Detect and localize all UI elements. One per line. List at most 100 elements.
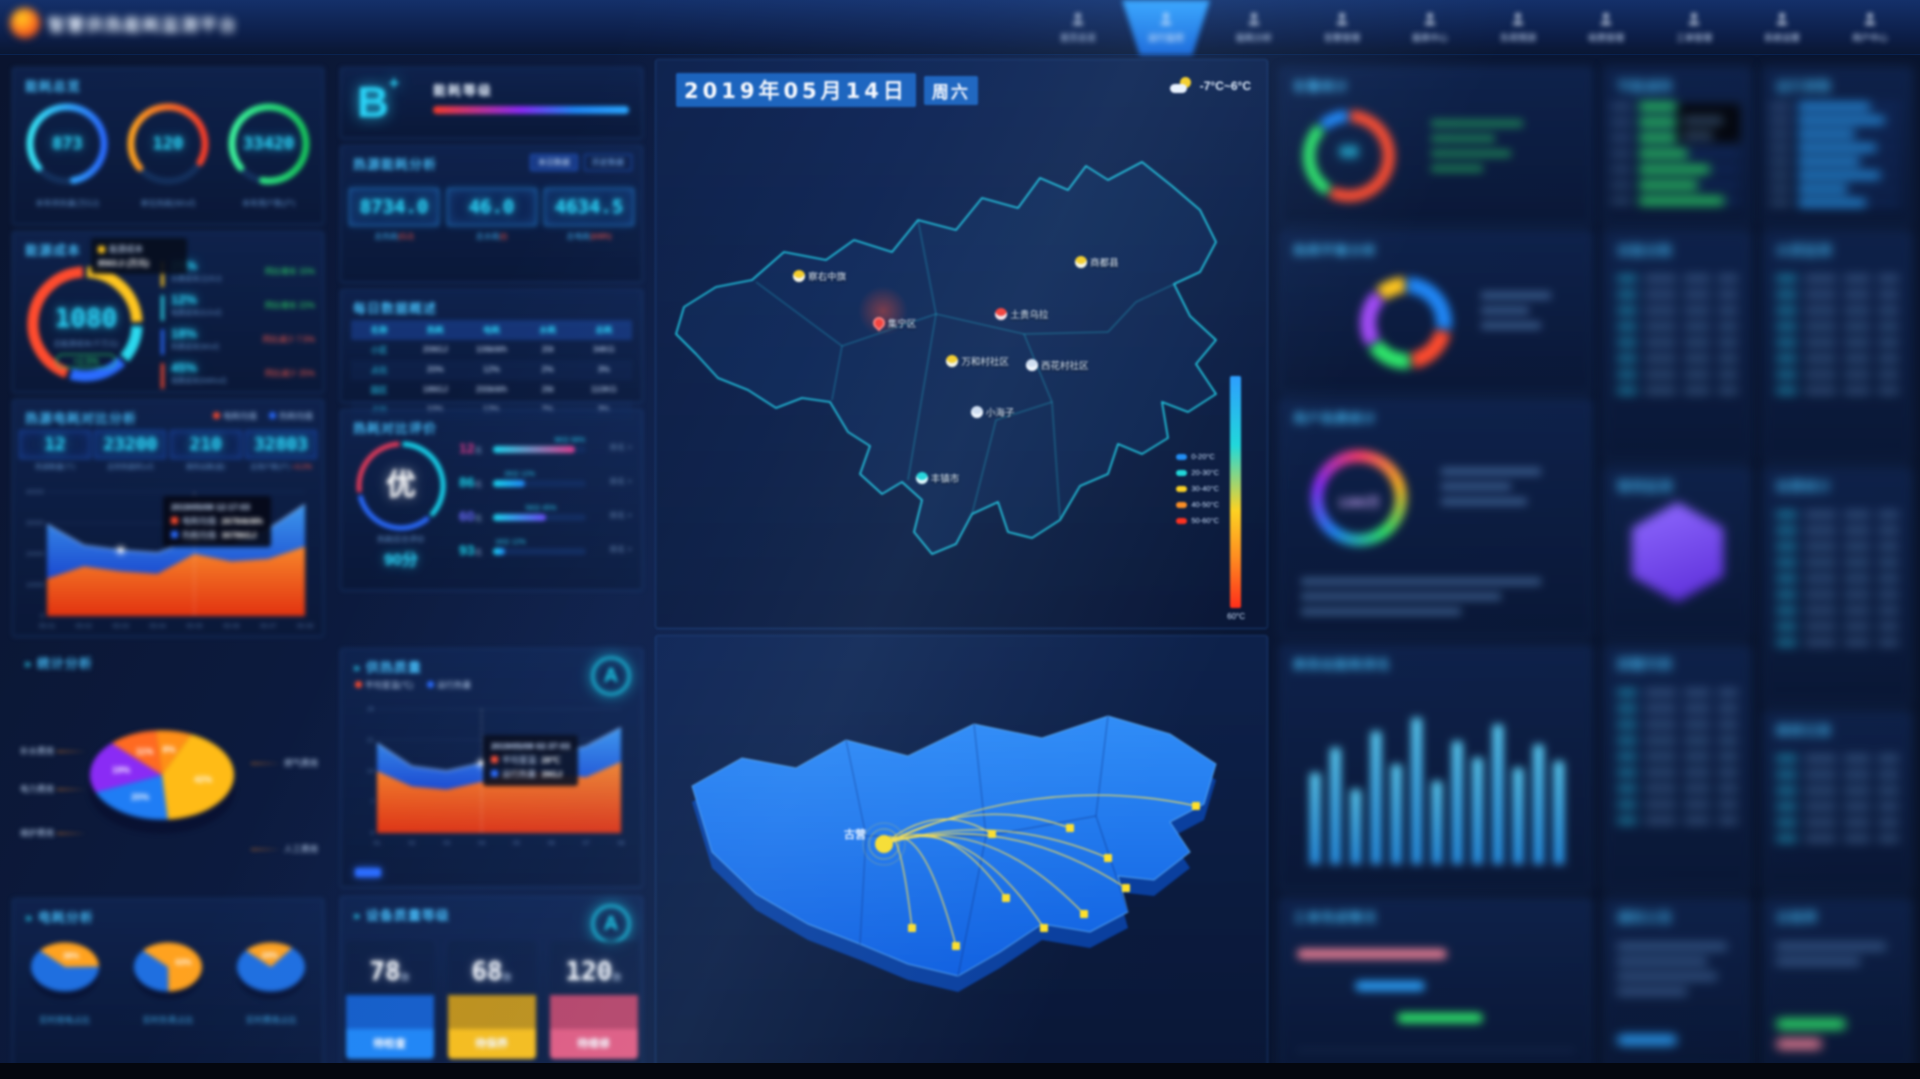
svg-text:05-07: 05-07 xyxy=(260,623,277,630)
panel-title: 能源成本 xyxy=(25,243,82,258)
score-sub-label: 热耗综合评价 xyxy=(377,535,425,544)
rank-link[interactable]: 排名 > xyxy=(609,477,632,486)
table-cell xyxy=(1645,721,1677,728)
text-line xyxy=(1776,958,1860,965)
text-line xyxy=(1441,483,1511,490)
table-row xyxy=(1617,817,1738,824)
nav-item-label: 运行监控 xyxy=(1147,33,1184,43)
stat-delta: +3.2% xyxy=(289,464,312,471)
device-card[interactable]: 120台 待维修 xyxy=(549,941,638,1059)
compare-stats: 12 热源数量(个) 23200 总供热面积(㎡) 210 换热站数(座) 32803 总用户… xyxy=(19,430,317,472)
table-cell xyxy=(1617,705,1638,712)
map-marker-小海子[interactable]: 小海子 xyxy=(970,405,1014,419)
weekday-text: 周六 xyxy=(923,75,978,105)
table-row xyxy=(1617,339,1738,346)
legend-swatch-icon xyxy=(171,531,178,538)
legend-delta: 同比增长 22% xyxy=(264,301,315,310)
temp-legend-row: 40-50°C xyxy=(1176,500,1219,509)
table-cell xyxy=(1717,817,1738,824)
bar-track: 18分 12% xyxy=(493,539,586,555)
stat-value: 32803 xyxy=(244,430,317,459)
stat-box: 12 热源数量(个) xyxy=(19,430,91,472)
table-cell xyxy=(1645,355,1677,362)
nav-item-label: 首页总览 xyxy=(1059,33,1096,43)
table-cell xyxy=(1844,355,1871,362)
table-cell xyxy=(1804,543,1837,550)
table-cell: 186GJ xyxy=(422,384,448,394)
marker-label: 土贵乌拉 xyxy=(1010,309,1049,321)
nav-item-8[interactable]: 系统设置 xyxy=(1738,0,1826,55)
nav-item-2[interactable]: 能耗分析 xyxy=(1210,0,1298,55)
rank-link[interactable]: 排名 > xyxy=(609,443,632,452)
table-cell xyxy=(1645,307,1677,314)
nav-item-6[interactable]: 收费管理 xyxy=(1562,0,1650,55)
panel-saving: 节能减排 xyxy=(1604,67,1751,225)
blurred-table xyxy=(1617,680,1738,833)
table-cell xyxy=(1717,355,1738,362)
panel-energy-cost: 能源成本 1080 总能源成本(千万元) +2.5% 能源成本 8563.2 (… xyxy=(12,231,324,393)
data-zoom-handle[interactable] xyxy=(355,868,381,877)
table-cell xyxy=(1878,543,1899,550)
text-line xyxy=(1431,120,1523,127)
panel-title: 报警列表 xyxy=(1617,657,1674,672)
table-row xyxy=(1776,543,1899,550)
nav-item-9[interactable]: 用户中心 xyxy=(1826,0,1914,55)
panel-title: 收费统计 xyxy=(1776,479,1833,494)
device-card[interactable]: 78台 待检查 xyxy=(345,941,434,1059)
rank-link[interactable]: 排名 > xyxy=(609,511,632,520)
bar-note: 98分 68% xyxy=(554,437,586,444)
rank-value: 86名 xyxy=(459,474,483,490)
map-marker-丰镇市[interactable]: 丰镇市 xyxy=(915,471,959,485)
svg-text:30000: 30000 xyxy=(26,520,44,527)
nav-item-5[interactable]: 负荷预测 xyxy=(1474,0,1562,55)
map-marker-万和村社区[interactable]: 万和村社区 xyxy=(946,354,1009,368)
table-row xyxy=(1617,387,1738,394)
ring-gauge: 33420 本年用户数(户) xyxy=(220,98,318,208)
map-marker-集宁区[interactable]: 集宁区 xyxy=(870,314,916,332)
nav-item-7[interactable]: 工单管理 xyxy=(1650,0,1738,55)
ring-gauges: 873 本年供热量(万GJ) 120 单位热耗(W/㎡) 33420 本年用户数(户) xyxy=(17,98,319,208)
svg-text:24%: 24% xyxy=(262,951,278,960)
nav-item-3[interactable]: 告警管理 xyxy=(1298,0,1386,55)
nav-item-0[interactable]: 首页总览 xyxy=(1034,0,1122,55)
table-cell xyxy=(1804,639,1837,646)
card-wave-band xyxy=(447,995,536,1029)
card-unit: 台 xyxy=(502,973,512,983)
map-marker-土贵乌拉[interactable]: 土贵乌拉 xyxy=(995,307,1048,321)
map-marker-西花村社区[interactable]: 西花村社区 xyxy=(1026,358,1089,372)
legend-swatch-icon xyxy=(1176,469,1188,476)
panel-repair-log: 维修记录 xyxy=(1763,711,1912,891)
text-line xyxy=(1481,322,1541,329)
cost-legend-row: 12% 电费成本(GJ/㎡) 同比增长 22% xyxy=(161,292,315,324)
text-line xyxy=(1481,307,1529,314)
user-icon xyxy=(1423,11,1437,28)
table-cell xyxy=(1776,803,1797,810)
svg-text:21: 21 xyxy=(367,737,375,744)
table-cell xyxy=(1684,769,1710,776)
table-row xyxy=(1776,387,1899,394)
table-cell xyxy=(1878,771,1899,778)
device-card[interactable]: 68台 待保养 xyxy=(447,941,536,1059)
metric-boxes: 8734.0 总热耗(GJ) 46.0 总水耗(t) 4634.5 总电耗(kWh) xyxy=(349,188,634,242)
legend-item: 热耗均值 xyxy=(268,410,313,422)
toggle-button-1[interactable]: 历史数据 xyxy=(584,154,632,171)
table-cell xyxy=(1776,607,1797,614)
stat-box: 210 换热站数(座) xyxy=(169,430,242,472)
table-cell xyxy=(1804,787,1837,794)
legend-swatch-icon xyxy=(1176,453,1188,460)
legend-swatch-icon xyxy=(1176,485,1188,492)
pie-callout-label: 补水费用 xyxy=(20,745,90,757)
panel-pass-rate: 合格率 xyxy=(1763,898,1912,1070)
map-marker-察右中旗[interactable]: 察右中旗 xyxy=(793,269,846,283)
text-line xyxy=(1617,958,1707,965)
table-cell xyxy=(1804,575,1837,582)
text-lines xyxy=(1776,935,1899,973)
table-row xyxy=(1776,591,1899,598)
map-marker-商都县[interactable]: 商都县 xyxy=(1075,255,1119,269)
rank-link[interactable]: 排名 > xyxy=(609,545,632,554)
toggle-button-0[interactable]: 本日数据 xyxy=(530,154,578,171)
table-header-cell: 名称 xyxy=(370,325,388,335)
callout-text: 燃气费用 xyxy=(284,758,319,768)
nav-item-4[interactable]: 报表中心 xyxy=(1386,0,1474,55)
table-header-cell: 热耗 xyxy=(426,325,444,335)
